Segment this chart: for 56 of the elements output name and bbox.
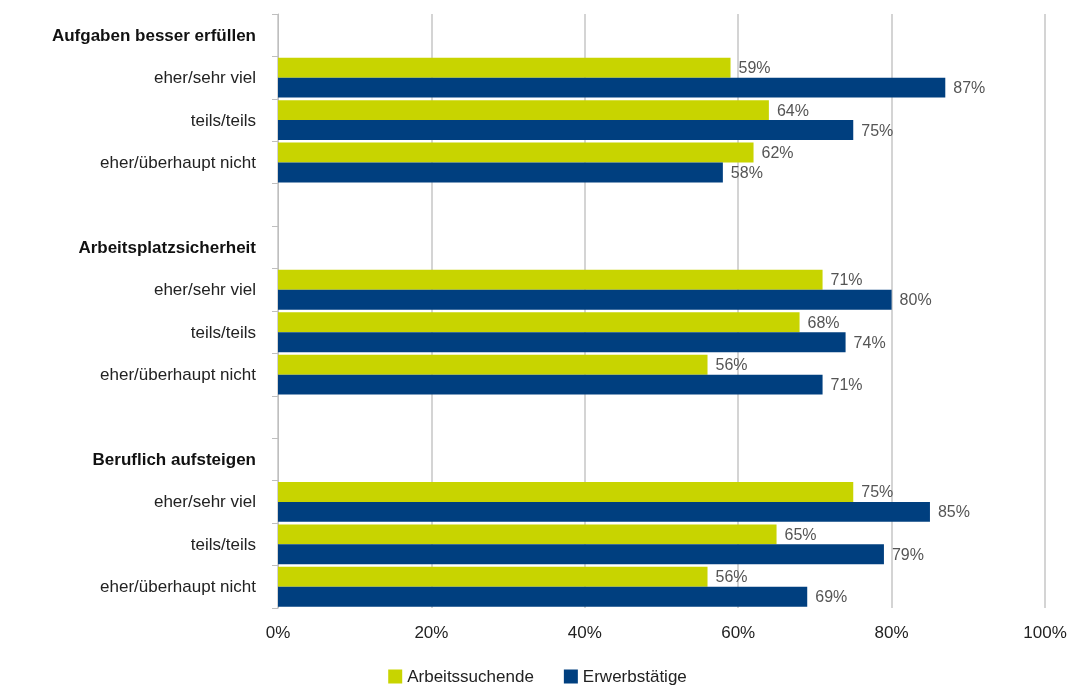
data-label: 71% [830,376,863,394]
bar [278,312,800,333]
bar [278,57,731,78]
data-label: 74% [853,333,886,351]
data-label: 69% [815,588,848,606]
data-label: 75% [861,483,894,501]
data-label: 75% [861,121,894,139]
legend-label: Erwerbstätige [582,667,687,686]
bar [278,544,884,565]
data-label: 64% [776,101,809,119]
bar [278,162,723,183]
bar [278,354,708,375]
y-tick-label: teils/teils [190,322,256,342]
bar [278,524,777,545]
y-tick-label: teils/teils [190,534,256,554]
x-tick-label: 60% [721,623,756,642]
data-label: 68% [807,313,840,331]
x-tick-label: 0% [265,623,291,642]
bar [278,142,754,163]
bar [278,501,930,522]
bar [278,481,854,502]
bar [278,77,946,98]
data-label: 58% [730,163,763,181]
data-label: 59% [738,59,771,77]
y-tick-label: eher/sehr viel [153,280,256,300]
y-tick-label: eher/überhaupt nicht [100,365,257,385]
x-tick-label: 80% [874,623,909,642]
data-label: 79% [891,545,924,563]
bar [278,120,854,141]
data-label: 85% [937,503,970,521]
bar [278,374,823,395]
x-tick-label: 20% [414,623,449,642]
y-tick-label: teils/teils [190,110,256,130]
data-label: 65% [784,525,817,543]
data-label: 56% [715,568,748,586]
bar [278,100,769,121]
y-tick-label: Aufgaben besser erfüllen [51,25,256,45]
data-label: 87% [953,79,986,97]
y-tick-label: eher/überhaupt nicht [100,153,257,172]
bar [278,586,808,607]
bar [278,566,708,587]
bar [278,289,892,310]
data-label: 56% [715,356,748,374]
bar [278,332,846,353]
y-tick-label: eher/sehr viel [153,68,256,88]
y-tick-label: eher/sehr viel [153,492,256,512]
data-label: 80% [899,291,932,309]
x-tick-label: 40% [567,623,602,642]
x-tick-label: 100% [1023,623,1067,642]
data-label: 71% [830,271,863,289]
data-label: 62% [761,144,794,162]
legend-label: Arbeitssuchende [407,667,534,686]
y-tick-label: Beruflich aufsteigen [92,450,256,469]
bar [278,269,823,290]
y-tick-label: Arbeitsplatzsicherheit [78,237,257,257]
y-tick-label: eher/überhaupt nicht [100,577,257,597]
